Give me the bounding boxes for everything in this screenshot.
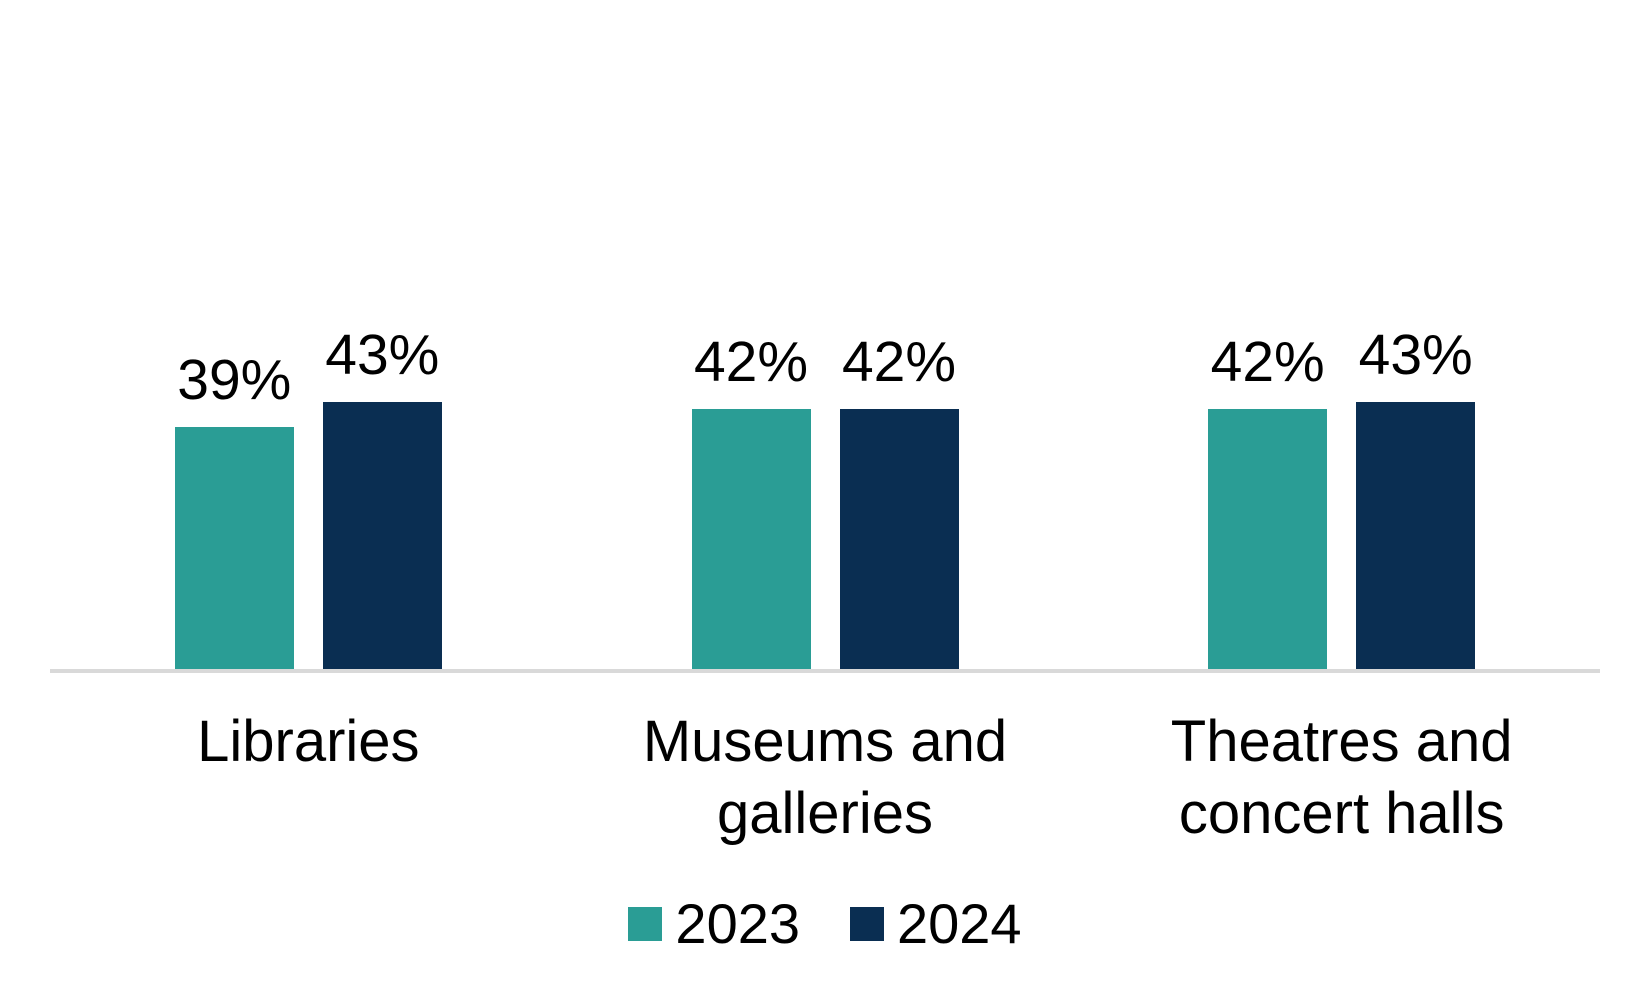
bar-2023 bbox=[1208, 408, 1328, 669]
legend-label: 2023 bbox=[675, 891, 800, 955]
chart-legend: 2023 2024 bbox=[50, 891, 1600, 955]
bar-2023 bbox=[174, 427, 294, 669]
bar-with-label: 42% bbox=[1208, 329, 1328, 669]
category-labels-row: Libraries Museums and galleries Theatres a… bbox=[50, 706, 1600, 850]
category-label: Libraries bbox=[50, 706, 567, 850]
bar-2024 bbox=[322, 402, 442, 669]
bar-value-label: 42% bbox=[693, 329, 809, 394]
legend-label: 2024 bbox=[897, 891, 1022, 955]
bar-with-label: 43% bbox=[1356, 323, 1476, 669]
category-label: Theatres and concert halls bbox=[1083, 706, 1600, 850]
bar-value-label: 43% bbox=[325, 323, 440, 388]
bar-value-label: 43% bbox=[1358, 323, 1473, 388]
category-label-text: Museums and galleries bbox=[642, 709, 1008, 846]
bar-groups-container: 39% 43% 42% 42% 42% 43% bbox=[50, 0, 1600, 669]
legend-swatch bbox=[628, 906, 663, 941]
bar-2023 bbox=[691, 408, 811, 669]
bar-value-label: 39% bbox=[177, 348, 292, 413]
bar-chart: 39% 43% 42% 42% 42% 43% Libraries Museums and … bbox=[50, 0, 1600, 952]
plot-area: 39% 43% 42% 42% 42% 43% bbox=[50, 0, 1600, 673]
category-label: Museums and galleries bbox=[567, 706, 1084, 850]
bar-with-label: 42% bbox=[839, 329, 959, 669]
bar-group: 42% 42% bbox=[567, 329, 1084, 669]
category-label-text: Theatres and concert halls bbox=[1170, 709, 1513, 846]
legend-item: 2024 bbox=[850, 891, 1022, 955]
bar-with-label: 43% bbox=[322, 323, 442, 669]
bar-value-label: 42% bbox=[1210, 329, 1325, 394]
bar-value-label: 42% bbox=[841, 329, 957, 394]
x-axis-line bbox=[50, 669, 1600, 673]
category-label-text: Libraries bbox=[197, 709, 420, 774]
bar-2024 bbox=[839, 408, 959, 669]
bar-group: 42% 43% bbox=[1083, 327, 1600, 669]
bar-with-label: 39% bbox=[174, 348, 294, 669]
bar-with-label: 42% bbox=[691, 329, 811, 669]
legend-swatch bbox=[850, 906, 884, 941]
bar-group: 39% 43% bbox=[50, 327, 567, 669]
legend-item: 2023 bbox=[628, 891, 800, 955]
bar-2024 bbox=[1356, 402, 1476, 669]
